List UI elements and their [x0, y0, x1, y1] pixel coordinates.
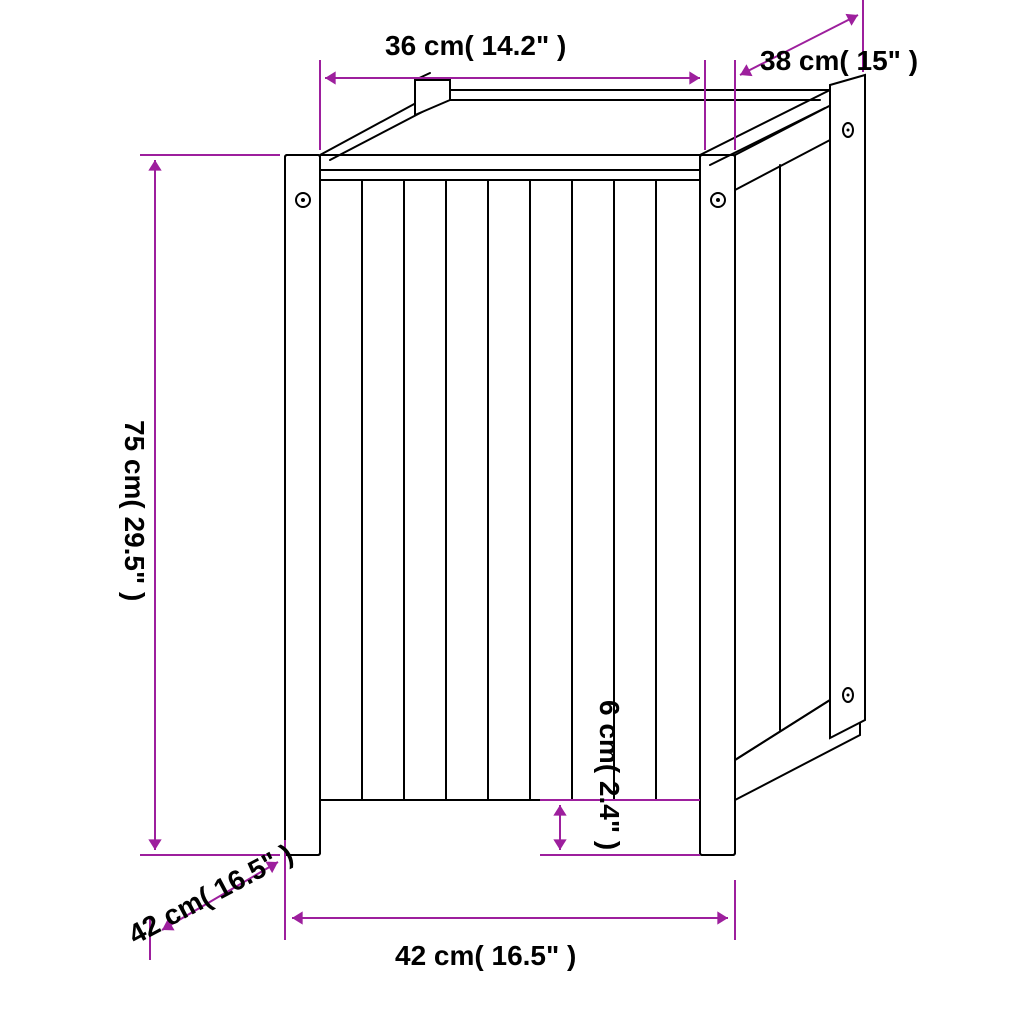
dimension-diagram: 36 cm( 14.2" ) 38 cm( 15" ) 75 cm( 29.5"… [0, 0, 1024, 1024]
label-base-width: 42 cm( 16.5" ) [395, 940, 576, 971]
dim-height: 75 cm( 29.5" ) [119, 155, 280, 855]
product-drawing [285, 73, 865, 855]
label-height: 75 cm( 29.5" ) [119, 420, 150, 601]
dim-base-depth: 42 cm( 16.5" ) [123, 838, 298, 960]
dim-base-width: 42 cm( 16.5" ) [285, 880, 735, 971]
label-top-width: 36 cm( 14.2" ) [385, 30, 566, 61]
label-top-depth: 38 cm( 15" ) [760, 45, 918, 76]
label-leg-clear: 6 cm( 2.4" ) [594, 700, 625, 850]
